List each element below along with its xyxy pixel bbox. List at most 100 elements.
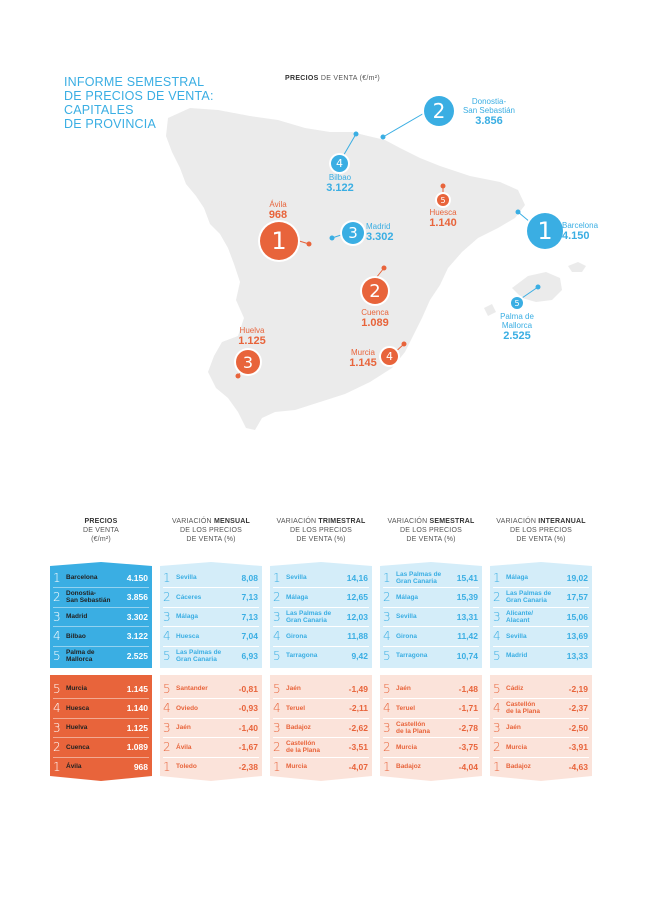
city-name: Ávila <box>63 763 134 770</box>
row-divider <box>383 606 479 608</box>
table-row: 4 Castellón de la Plana -2,37 <box>490 699 592 718</box>
pin-value: 1.125 <box>238 335 266 347</box>
table-row: 5 Santander -0,81 <box>160 679 262 698</box>
table-row: 5 Jaén -1,48 <box>380 679 482 698</box>
row-divider <box>53 698 149 699</box>
city-name-line: de la Plana <box>286 747 320 754</box>
city-name-line: Sevilla <box>286 574 307 581</box>
dot-barcelona <box>515 209 521 215</box>
ranking-panel-bottom: 5 Murcia 1.145 4 Huesca 1.140 3 Huelva 1.125 2 Cue… <box>50 675 152 781</box>
badge-huesca: 5 <box>437 194 449 206</box>
row-divider <box>53 718 149 719</box>
column-header-line: DE VENTA <box>82 527 120 534</box>
rank-number: 3 <box>273 609 281 624</box>
dot-cuenca <box>381 265 387 271</box>
dot-huesca <box>440 183 446 189</box>
column-header-line: VARIACIÓN TRIMESTRAL <box>270 517 372 526</box>
city-name-line: Oviedo <box>176 704 199 712</box>
row-value: 12,03 <box>346 611 368 622</box>
row-divider <box>383 718 479 719</box>
row-value: 11,42 <box>457 631 478 641</box>
city-name-line: Huesca <box>176 632 200 640</box>
city-name: Jaén <box>393 685 459 692</box>
rank-number: 1 <box>383 570 391 585</box>
table-row: 1 Sevilla 8,08 <box>160 568 262 587</box>
column-header: VARIACIÓN MENSUAL DE LOS PRECIOS DE VENTA … <box>160 517 262 544</box>
row-value: -2,62 <box>348 722 368 733</box>
table-row: 3 Las Palmas de Gran Canaria 12,03 <box>270 607 372 626</box>
row-value: 3.122 <box>126 631 148 641</box>
row-divider <box>163 626 259 627</box>
pin-value: 3.122 <box>326 182 354 194</box>
header-bold-text: TRIMESTRAL <box>318 518 366 525</box>
column-header-line: DE LOS PRECIOS <box>510 527 572 534</box>
map-header: PRECIOS DE VENTA (€/m²) <box>285 75 380 82</box>
row-value: 7,13 <box>241 611 258 622</box>
table-row: 4 Teruel -2,11 <box>270 699 372 718</box>
row-divider <box>383 757 479 758</box>
table-row: 1 Badajoz -4,04 <box>380 757 482 776</box>
table-row: 2 Ávila -1,67 <box>160 738 262 757</box>
rank-number: 1 <box>383 759 391 774</box>
rank-number: 5 <box>53 648 61 663</box>
table-row: 1 Barcelona 4.150 <box>50 568 152 587</box>
rank-number: 3 <box>493 609 501 624</box>
row-divider <box>163 737 259 738</box>
rank-number: 5 <box>163 648 171 663</box>
row-value: -1,71 <box>458 703 478 713</box>
connector-bilbao <box>341 133 357 159</box>
city-name: Málaga <box>283 594 347 601</box>
connector-donostia <box>382 111 427 138</box>
row-divider <box>493 626 589 627</box>
pin-label-avila: Ávila 968 <box>256 200 300 221</box>
table-row: 4 Sevilla 13,69 <box>490 627 592 646</box>
column-header-line: VARIACIÓN INTERANUAL <box>490 517 592 526</box>
column-header-line: (€/m²) <box>91 536 111 543</box>
city-name: Las Palmas de Gran Canaria <box>393 571 457 585</box>
ranking-panel-bottom: 5 Jaén -1,48 4 Teruel -1,71 3 Castellón de la Pl… <box>380 675 482 781</box>
city-name: Murcia <box>63 685 127 692</box>
city-name-line: Murcia <box>506 743 527 751</box>
table-row: 4 Girona 11,42 <box>380 627 482 646</box>
city-name-line: Madrid <box>506 652 528 659</box>
row-divider <box>273 737 369 738</box>
city-name-line: Jaén <box>286 685 301 692</box>
row-value: 1.089 <box>126 742 148 752</box>
row-value: -2,37 <box>568 703 588 713</box>
table-row: 3 Jaén -1,40 <box>160 718 262 737</box>
rank-number: 2 <box>53 740 61 754</box>
table-row: 5 Palma de Mallorca 2.525 <box>50 646 152 665</box>
table-row: 3 Madrid 3.302 <box>50 607 152 626</box>
pin-name: Huesca <box>429 208 457 217</box>
badge-avila: 1 <box>260 222 298 260</box>
header-text: VARIACIÓN <box>172 518 214 525</box>
table-row: 4 Huesca 7,04 <box>160 627 262 646</box>
rank-number: 5 <box>383 648 391 663</box>
pin-name: Donostia- San Sebastián <box>462 97 516 115</box>
city-name-line: Huesca <box>66 704 90 712</box>
rank-number: 3 <box>163 720 171 735</box>
column-header-line: PRECIOS <box>50 517 152 526</box>
city-name-line: Alacant <box>506 616 530 624</box>
rank-number: 4 <box>273 701 281 715</box>
rank-number: 4 <box>383 701 391 715</box>
row-value: 1.145 <box>126 683 148 694</box>
city-name: Cádiz <box>503 685 569 692</box>
rank-number: 3 <box>273 720 281 735</box>
row-value: 968 <box>133 761 148 772</box>
row-divider <box>273 718 369 719</box>
rank-number: 1 <box>53 570 61 585</box>
table-row: 2 Málaga 15,39 <box>380 588 482 607</box>
table-row: 2 Cuenca 1.089 <box>50 738 152 757</box>
ranking-panel-top: 1 Sevilla 14,16 2 Málaga 12,65 3 Las Palmas de G… <box>270 562 372 668</box>
city-name-line: Girona <box>286 632 307 640</box>
city-name: Sevilla <box>173 574 241 581</box>
table-row: 2 Cáceres 7,13 <box>160 588 262 607</box>
city-name-line: Toledo <box>176 763 197 770</box>
row-value: -1,49 <box>348 683 368 694</box>
city-name-line: Cáceres <box>176 593 202 601</box>
row-value: -3,51 <box>348 742 368 752</box>
city-name-line: Alicante/ <box>506 609 534 617</box>
row-divider <box>273 587 369 588</box>
pin-name: Ávila <box>269 200 287 209</box>
